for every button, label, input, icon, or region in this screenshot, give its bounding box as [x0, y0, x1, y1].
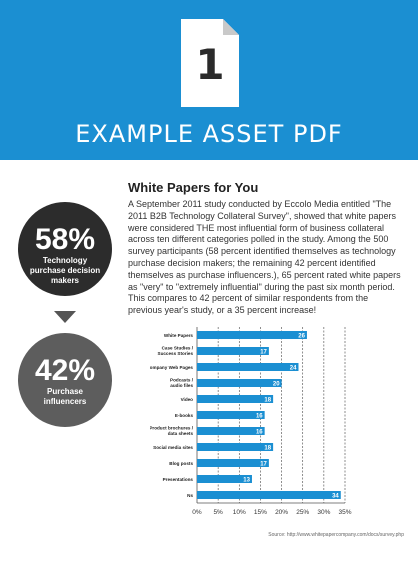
x-tick-label: 5% [213, 509, 223, 516]
article-body: A September 2011 study conducted by Ecco… [128, 199, 401, 316]
category-label: Podcasts / audio files [170, 378, 194, 389]
bar-value-label: 16 [256, 429, 263, 435]
category-label: Product brochures / data sheets [150, 426, 194, 437]
header-banner: 1 EXAMPLE ASSET PDF [0, 0, 418, 160]
x-tick-label: 0% [192, 509, 202, 516]
document-icon [181, 19, 239, 107]
bar-value-label: 13 [243, 477, 250, 483]
bar [197, 443, 274, 451]
x-tick-label: 15% [254, 509, 267, 516]
bar [197, 491, 341, 499]
bar [197, 459, 269, 467]
x-tick-label: 20% [275, 509, 288, 516]
bar-value-label: 17 [260, 349, 267, 355]
bar [197, 395, 274, 403]
bar-value-label: 18 [264, 397, 271, 403]
bar [197, 331, 307, 339]
stat-influencers: 42% Purchase influencers [18, 333, 112, 427]
bar [197, 411, 265, 419]
category-label: Company Web Pages [150, 365, 193, 370]
stat-label: Purchase influencers [43, 387, 87, 406]
bar-value-label: 18 [264, 445, 271, 451]
stat-value: 58% [34, 223, 96, 256]
x-tick-label: 35% [338, 509, 351, 516]
bar-value-label: 17 [260, 461, 267, 467]
category-label: E-books [175, 413, 194, 418]
bar [197, 379, 282, 387]
stat-value: 42% [34, 354, 96, 387]
category-label: Ns [187, 493, 193, 498]
bar-value-label: 16 [256, 413, 263, 419]
bar-value-label: 34 [332, 493, 339, 499]
article-title: White Papers for You [128, 180, 259, 195]
bar [197, 347, 269, 355]
stat-label: Technology purchase decision makers [29, 256, 101, 285]
category-label: Blog posts [169, 461, 193, 466]
category-label: Video [181, 397, 194, 402]
chart-source: Source: http://www.whitepapercompany.com… [268, 532, 404, 538]
bar [197, 363, 299, 371]
category-label: Presentations [163, 477, 194, 482]
bar-value-label: 24 [290, 365, 297, 371]
bar-chart: 0% 5% 10% 15% 20% 25% 30% 35% 26 White Papers 17 Ca… [146, 325, 410, 530]
category-label: Case Studies / Success Stories [158, 346, 194, 357]
x-tick-label: 10% [233, 509, 246, 516]
stat-decision-makers: 58% Technology purchase decision makers [18, 202, 112, 296]
category-label: Social media sites [153, 445, 193, 450]
x-tick-label: 25% [296, 509, 309, 516]
x-tick-label: 30% [317, 509, 330, 516]
document-number: 1 [195, 40, 225, 89]
bar-value-label: 26 [298, 333, 305, 339]
bar-value-label: 20 [273, 381, 280, 387]
category-label: White Papers [164, 333, 194, 338]
page-title: EXAMPLE ASSET PDF [75, 120, 343, 148]
bar [197, 475, 252, 483]
bar-chart-svg: 0% 5% 10% 15% 20% 25% 30% 35% 26 White Papers 17 Ca… [146, 327, 352, 516]
arrow-down-icon [54, 311, 76, 323]
bar [197, 427, 265, 435]
